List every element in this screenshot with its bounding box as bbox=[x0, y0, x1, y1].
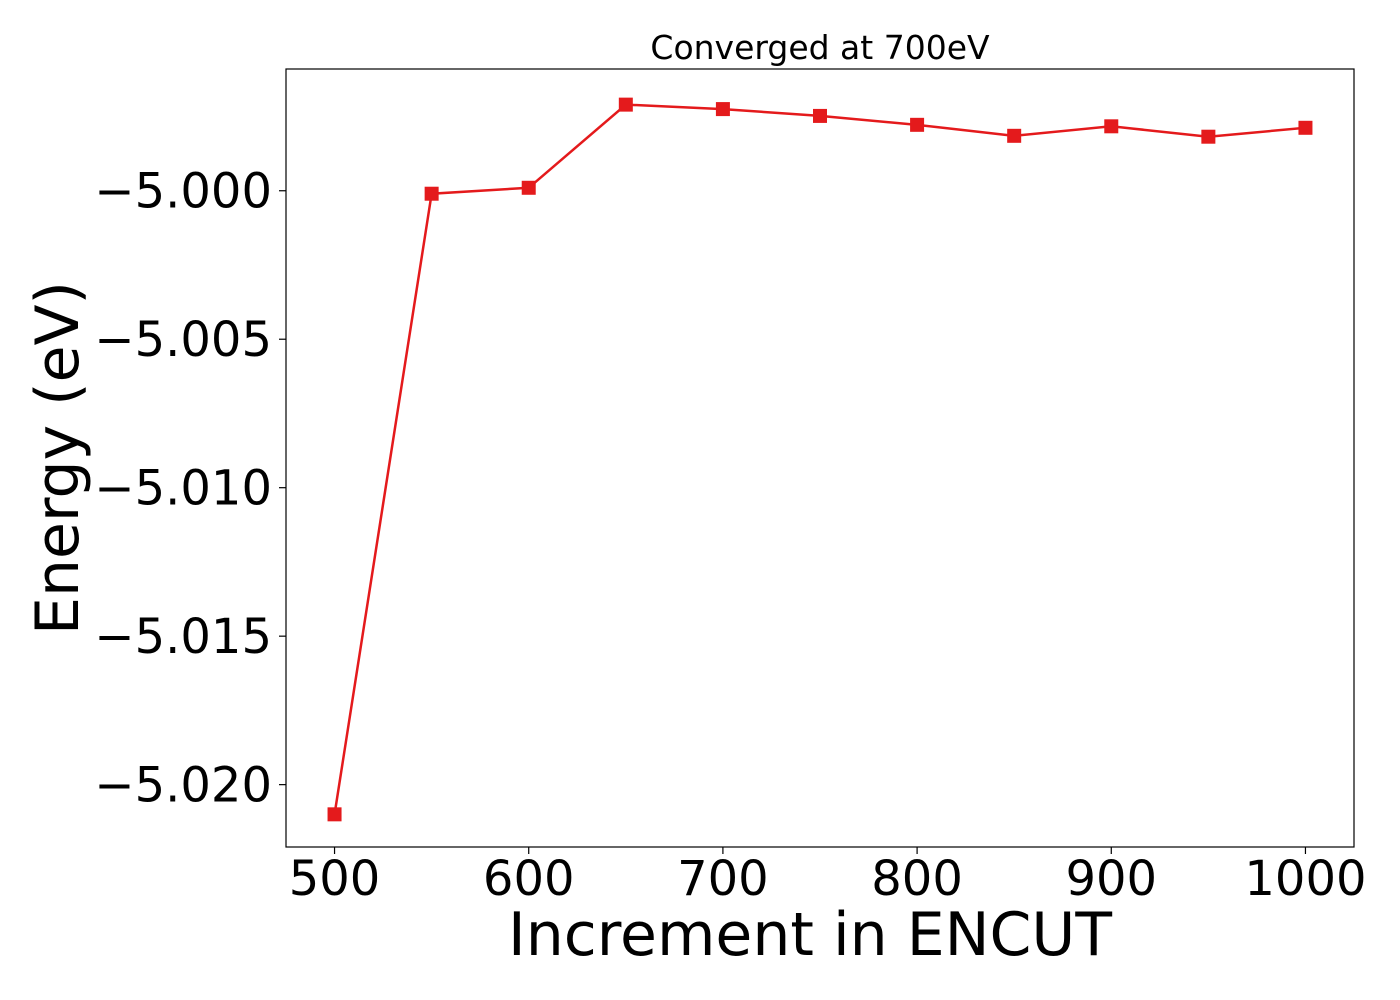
x-axis-title: Increment in ENCUT bbox=[508, 900, 1112, 970]
x-tick-label: 800 bbox=[871, 851, 963, 907]
data-point bbox=[327, 807, 342, 822]
data-point bbox=[1007, 128, 1022, 143]
data-point bbox=[521, 180, 536, 195]
x-tick-label: 700 bbox=[677, 851, 769, 907]
series-group bbox=[327, 97, 1313, 822]
x-axis-ticks: 500 600 700 800 900 1000 bbox=[289, 847, 1367, 907]
y-tick-label: −5.015 bbox=[94, 609, 272, 665]
data-point bbox=[424, 186, 439, 201]
y-axis-title: Energy (eV) bbox=[23, 281, 93, 635]
x-tick-label: 600 bbox=[483, 851, 575, 907]
data-point bbox=[1298, 120, 1313, 135]
y-tick-label: −5.010 bbox=[94, 461, 272, 517]
x-tick-label: 1000 bbox=[1244, 851, 1366, 907]
chart-title: Converged at 700eV bbox=[650, 28, 990, 67]
x-tick-label: 500 bbox=[289, 851, 381, 907]
y-axis-ticks: −5.000 −5.005 −5.010 −5.015 −5.020 bbox=[94, 164, 286, 814]
x-tick-label: 900 bbox=[1065, 851, 1157, 907]
data-point bbox=[1201, 129, 1216, 144]
plot-frame bbox=[285, 68, 1355, 848]
data-point bbox=[910, 117, 925, 132]
y-tick-label: −5.005 bbox=[94, 312, 272, 368]
data-point bbox=[618, 97, 633, 112]
y-tick-label: −5.020 bbox=[94, 758, 272, 814]
plot-area: 500 600 700 800 900 1000 −5.000−5.005−5.010−5… bbox=[94, 68, 1367, 907]
data-point bbox=[1104, 119, 1119, 134]
data-point bbox=[715, 102, 730, 117]
y-tick-label: −5.000 bbox=[94, 164, 272, 220]
data-point bbox=[813, 108, 827, 123]
